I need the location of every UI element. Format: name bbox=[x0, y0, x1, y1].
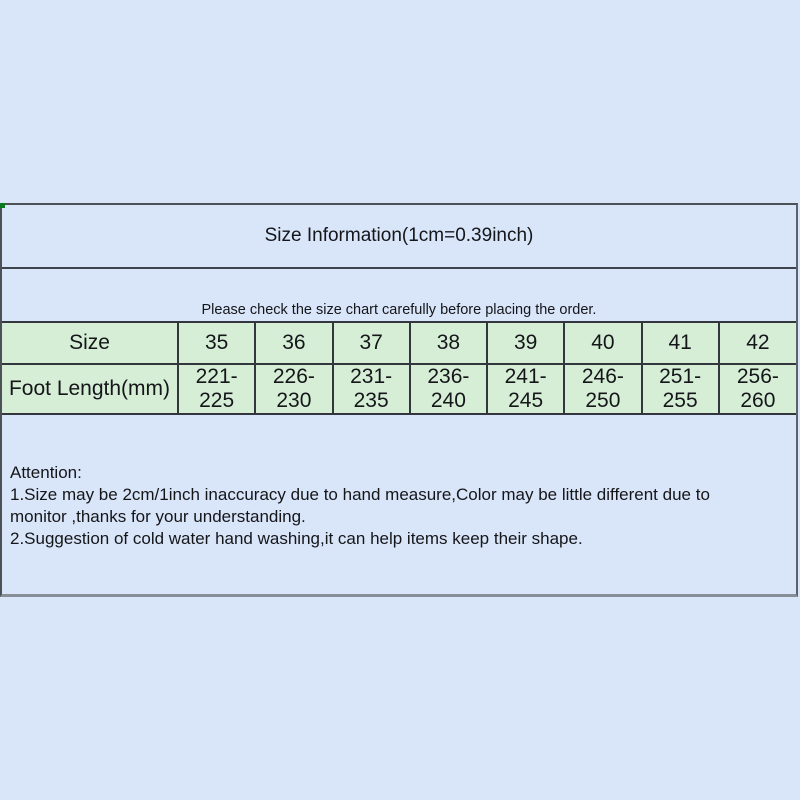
attention-line-1: 1.Size may be 2cm/1inch inaccuracy due t… bbox=[10, 485, 710, 504]
title-row: Size Information(1cm=0.39inch) bbox=[2, 205, 796, 269]
size-row-header: Size bbox=[2, 321, 179, 365]
foot-length-cell: 246-250 bbox=[563, 363, 643, 415]
size-cell: 37 bbox=[331, 321, 411, 365]
foot-length-cell: 236-240 bbox=[408, 363, 489, 415]
size-cell: 35 bbox=[176, 321, 257, 365]
size-info-panel: Size Information(1cm=0.39inch) Please ch… bbox=[0, 203, 798, 597]
foot-length-cell: 231-235 bbox=[331, 363, 411, 415]
size-chart-note: Please check the size chart carefully be… bbox=[201, 302, 597, 318]
attention-line-1-wrap: monitor ,thanks for your understanding. bbox=[10, 507, 306, 526]
attention-line-2: 2.Suggestion of cold water hand washing,… bbox=[10, 529, 583, 548]
foot-length-row: Foot Length(mm) 221-225 226-230 231-235 … bbox=[2, 363, 796, 415]
size-header-row: Size 35 36 37 38 39 40 41 42 bbox=[2, 321, 796, 365]
size-cell: 39 bbox=[485, 321, 566, 365]
foot-length-cell: 256-260 bbox=[717, 363, 796, 415]
attention-heading: Attention: bbox=[10, 463, 82, 482]
foot-length-cell: 226-230 bbox=[254, 363, 334, 415]
size-cell: 42 bbox=[717, 321, 796, 365]
foot-length-row-header: Foot Length(mm) bbox=[2, 363, 179, 415]
size-cell: 40 bbox=[563, 321, 643, 365]
size-table: Size 35 36 37 38 39 40 41 42 Foot Length… bbox=[2, 321, 796, 415]
subtitle-row: Please check the size chart carefully be… bbox=[2, 269, 796, 321]
foot-length-cell: 251-255 bbox=[640, 363, 720, 415]
foot-length-cell: 241-245 bbox=[485, 363, 566, 415]
attention-section: Attention: 1.Size may be 2cm/1inch inacc… bbox=[2, 415, 796, 550]
size-cell: 41 bbox=[640, 321, 720, 365]
page-title: Size Information(1cm=0.39inch) bbox=[264, 225, 534, 246]
size-cell: 36 bbox=[254, 321, 334, 365]
size-cell: 38 bbox=[408, 321, 489, 365]
foot-length-cell: 221-225 bbox=[176, 363, 257, 415]
corner-mark bbox=[0, 203, 5, 208]
